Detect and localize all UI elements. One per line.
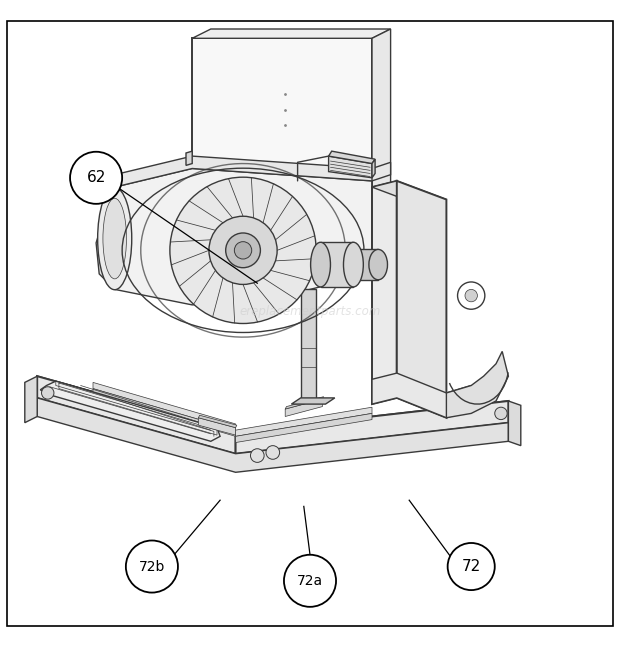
Circle shape	[70, 152, 122, 204]
Circle shape	[458, 282, 485, 309]
Ellipse shape	[369, 250, 388, 280]
Circle shape	[126, 540, 178, 593]
Polygon shape	[192, 168, 372, 274]
Polygon shape	[353, 250, 378, 280]
Polygon shape	[372, 29, 391, 268]
Circle shape	[250, 449, 264, 463]
Polygon shape	[93, 382, 236, 430]
Text: ereplacementparts.com: ereplacementparts.com	[239, 305, 381, 318]
Polygon shape	[198, 415, 237, 428]
Polygon shape	[301, 289, 316, 404]
Polygon shape	[397, 181, 446, 418]
Polygon shape	[285, 397, 324, 409]
Circle shape	[266, 446, 280, 459]
Polygon shape	[372, 373, 471, 418]
Polygon shape	[40, 381, 220, 441]
Polygon shape	[37, 398, 508, 472]
Text: 72: 72	[461, 559, 481, 574]
Ellipse shape	[103, 198, 126, 279]
Circle shape	[448, 543, 495, 590]
Polygon shape	[37, 376, 508, 454]
Polygon shape	[291, 398, 335, 404]
Polygon shape	[329, 151, 375, 164]
Polygon shape	[198, 418, 236, 435]
Text: 62: 62	[86, 170, 106, 185]
Polygon shape	[446, 351, 508, 418]
Polygon shape	[236, 407, 372, 436]
Polygon shape	[236, 413, 372, 443]
Ellipse shape	[97, 188, 131, 290]
Text: 72a: 72a	[297, 574, 323, 588]
Polygon shape	[115, 168, 372, 305]
Polygon shape	[25, 376, 37, 422]
Circle shape	[226, 233, 260, 268]
Polygon shape	[372, 181, 446, 206]
Polygon shape	[329, 156, 372, 178]
Circle shape	[209, 216, 277, 285]
Polygon shape	[192, 29, 391, 38]
Polygon shape	[508, 401, 521, 446]
Polygon shape	[115, 156, 391, 187]
Ellipse shape	[343, 242, 363, 287]
Polygon shape	[186, 151, 192, 166]
Polygon shape	[236, 401, 508, 454]
Circle shape	[495, 407, 507, 420]
Circle shape	[284, 554, 336, 607]
Polygon shape	[372, 181, 397, 404]
Polygon shape	[192, 38, 372, 268]
Polygon shape	[372, 159, 375, 178]
Circle shape	[42, 387, 54, 399]
Ellipse shape	[311, 242, 330, 287]
Circle shape	[465, 289, 477, 302]
Polygon shape	[93, 389, 236, 436]
Polygon shape	[321, 242, 353, 287]
Circle shape	[170, 177, 316, 324]
Polygon shape	[96, 187, 115, 289]
Polygon shape	[37, 376, 236, 454]
Text: 72b: 72b	[139, 560, 165, 573]
Polygon shape	[285, 399, 322, 417]
Circle shape	[234, 242, 252, 259]
